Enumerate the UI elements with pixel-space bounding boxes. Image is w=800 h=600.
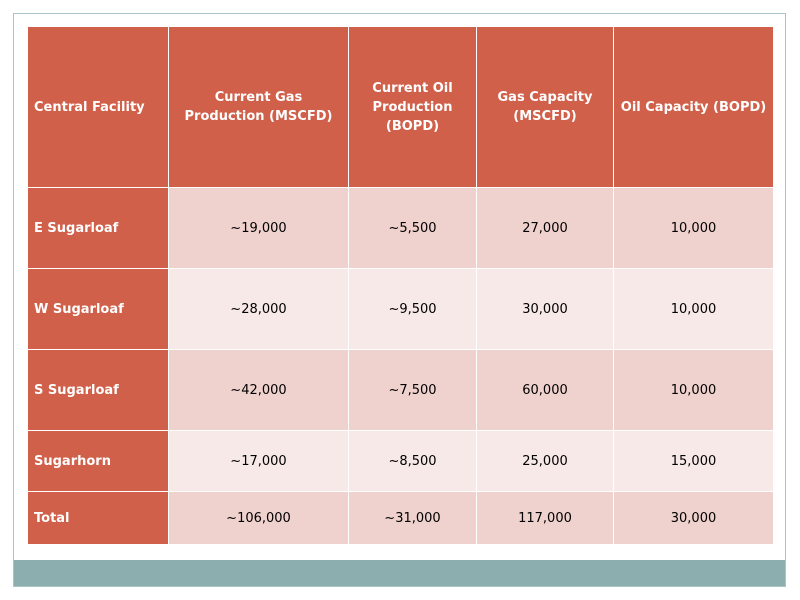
oil-capacity: 10,000 bbox=[613, 187, 774, 269]
total-current-oil-production: ~31,000 bbox=[348, 491, 477, 545]
table-row: S Sugarloaf ~42,000 ~7,500 60,000 10,000 bbox=[27, 349, 774, 431]
total-oil-capacity: 30,000 bbox=[613, 491, 774, 545]
current-gas-production: ~19,000 bbox=[168, 187, 349, 269]
total-row: Total ~106,000 ~31,000 117,000 30,000 bbox=[27, 491, 774, 545]
gas-capacity: 30,000 bbox=[476, 268, 614, 350]
current-gas-production: ~28,000 bbox=[168, 268, 349, 350]
oil-capacity: 10,000 bbox=[613, 349, 774, 431]
facility-capacity-table: Central Facility Current Gas Production … bbox=[27, 26, 774, 545]
oil-capacity: 10,000 bbox=[613, 268, 774, 350]
footer-band bbox=[14, 560, 785, 586]
gas-capacity: 60,000 bbox=[476, 349, 614, 431]
current-oil-production: ~5,500 bbox=[348, 187, 477, 269]
facility-name: S Sugarloaf bbox=[27, 349, 169, 431]
header-central-facility: Central Facility bbox=[27, 26, 169, 188]
header-oil-capacity: Oil Capacity (BOPD) bbox=[613, 26, 774, 188]
table-row: Sugarhorn ~17,000 ~8,500 25,000 15,000 bbox=[27, 430, 774, 492]
oil-capacity: 15,000 bbox=[613, 430, 774, 492]
current-oil-production: ~8,500 bbox=[348, 430, 477, 492]
header-current-gas-production: Current Gas Production (MSCFD) bbox=[168, 26, 349, 188]
facility-name: W Sugarloaf bbox=[27, 268, 169, 350]
facility-name: Sugarhorn bbox=[27, 430, 169, 492]
gas-capacity: 27,000 bbox=[476, 187, 614, 269]
current-oil-production: ~9,500 bbox=[348, 268, 477, 350]
total-gas-capacity: 117,000 bbox=[476, 491, 614, 545]
header-current-oil-production: Current Oil Production (BOPD) bbox=[348, 26, 477, 188]
table-row: W Sugarloaf ~28,000 ~9,500 30,000 10,000 bbox=[27, 268, 774, 350]
header-gas-capacity: Gas Capacity (MSCFD) bbox=[476, 26, 614, 188]
facility-name: E Sugarloaf bbox=[27, 187, 169, 269]
current-gas-production: ~42,000 bbox=[168, 349, 349, 431]
gas-capacity: 25,000 bbox=[476, 430, 614, 492]
table-row: E Sugarloaf ~19,000 ~5,500 27,000 10,000 bbox=[27, 187, 774, 269]
total-current-gas-production: ~106,000 bbox=[168, 491, 349, 545]
current-oil-production: ~7,500 bbox=[348, 349, 477, 431]
current-gas-production: ~17,000 bbox=[168, 430, 349, 492]
header-row: Central Facility Current Gas Production … bbox=[27, 26, 774, 188]
total-label: Total bbox=[27, 491, 169, 545]
